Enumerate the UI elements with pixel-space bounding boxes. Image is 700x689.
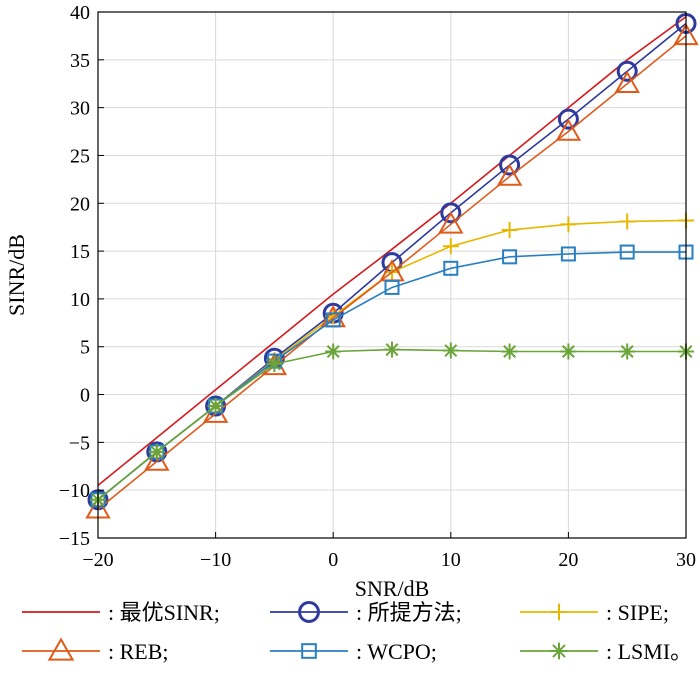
series-line xyxy=(97,35,687,510)
series-0 xyxy=(97,16,687,487)
data-point xyxy=(560,343,577,360)
data-point xyxy=(325,343,342,360)
series-line xyxy=(97,251,686,501)
data-point xyxy=(442,342,459,359)
y-tick-label: −15 xyxy=(59,528,90,550)
series-3 xyxy=(85,22,699,519)
x-tick-label: −10 xyxy=(200,549,231,571)
x-tick-label: 10 xyxy=(441,549,461,571)
x-tick-label: 20 xyxy=(558,549,578,571)
y-tick-label: 10 xyxy=(70,289,90,311)
data-point xyxy=(501,222,518,239)
y-tick-label: 25 xyxy=(70,145,90,167)
series-4 xyxy=(90,244,694,508)
data-point xyxy=(501,343,518,360)
legend-marker xyxy=(301,643,317,659)
data-point xyxy=(148,443,165,460)
data-point xyxy=(557,108,579,130)
legend-marker xyxy=(298,601,320,623)
data-point xyxy=(496,163,523,186)
data-point xyxy=(144,448,170,471)
series-line xyxy=(97,348,686,501)
legend-entry-4: : WCPO; xyxy=(270,639,437,664)
data-point xyxy=(619,213,636,230)
data-point xyxy=(619,244,635,260)
data-point xyxy=(555,118,582,141)
legend: : 最优SINR; : 所提方法; : SIPE; : REB; : WCPO; : LS… xyxy=(22,600,692,664)
x-axis-label: SNR/dB xyxy=(355,576,430,601)
data-point xyxy=(560,246,576,262)
legend-label: : 最优SINR; xyxy=(108,600,220,625)
y-tick-label: −5 xyxy=(69,432,90,454)
y-axis-label: SINR/dB xyxy=(4,234,29,316)
tick-labels: −20 −10 0 10 20 30 −15 −10 −5 0 5 10 15 20 25 30 35 40 xyxy=(59,2,696,571)
data-point xyxy=(499,154,521,176)
y-tick-label: 30 xyxy=(70,98,90,120)
legend-entry-5: : LSMI。 xyxy=(520,639,692,664)
legend-marker xyxy=(550,603,568,621)
data-point xyxy=(384,341,400,358)
series-line xyxy=(97,16,687,487)
legend-entry-3: : REB; xyxy=(22,637,169,664)
data-point xyxy=(207,398,224,415)
data-point xyxy=(440,202,462,224)
data-point xyxy=(443,260,459,276)
data-point xyxy=(438,211,464,234)
data-point xyxy=(616,60,638,82)
data-point xyxy=(325,312,341,328)
legend-entry-2: : SIPE; xyxy=(520,600,669,625)
data-point xyxy=(266,355,283,372)
data-point xyxy=(560,216,577,233)
legend-label: : SIPE; xyxy=(606,600,669,625)
data-point xyxy=(619,343,636,360)
data-point xyxy=(614,70,640,93)
series-5 xyxy=(90,341,694,508)
data-point xyxy=(502,249,518,265)
legend-label: : 所提方法; xyxy=(356,600,462,625)
legend-marker xyxy=(550,642,568,660)
legend-label: : LSMI。 xyxy=(606,639,692,664)
y-tick-label: 15 xyxy=(70,241,90,263)
x-tick-label: 30 xyxy=(676,549,696,571)
y-tick-label: 0 xyxy=(80,385,90,407)
x-tick-label: 0 xyxy=(328,549,338,571)
y-tick-label: 40 xyxy=(70,2,90,24)
y-tick-label: 35 xyxy=(70,50,90,72)
legend-label: : REB; xyxy=(108,639,169,664)
series-2 xyxy=(90,212,694,508)
x-tick-label: −20 xyxy=(82,549,113,571)
legend-marker xyxy=(47,637,75,661)
plot-frame xyxy=(97,11,687,539)
data-point xyxy=(384,279,400,295)
series-layer xyxy=(85,12,699,519)
y-tick-label: 20 xyxy=(70,193,90,215)
legend-entry-1: : 所提方法; xyxy=(270,600,462,625)
legend-label: : WCPO; xyxy=(356,639,437,664)
y-tick-label: −10 xyxy=(59,480,90,502)
legend-entry-0: : 最优SINR; xyxy=(22,600,220,625)
y-tick-label: 5 xyxy=(80,337,90,359)
data-point xyxy=(442,238,459,255)
